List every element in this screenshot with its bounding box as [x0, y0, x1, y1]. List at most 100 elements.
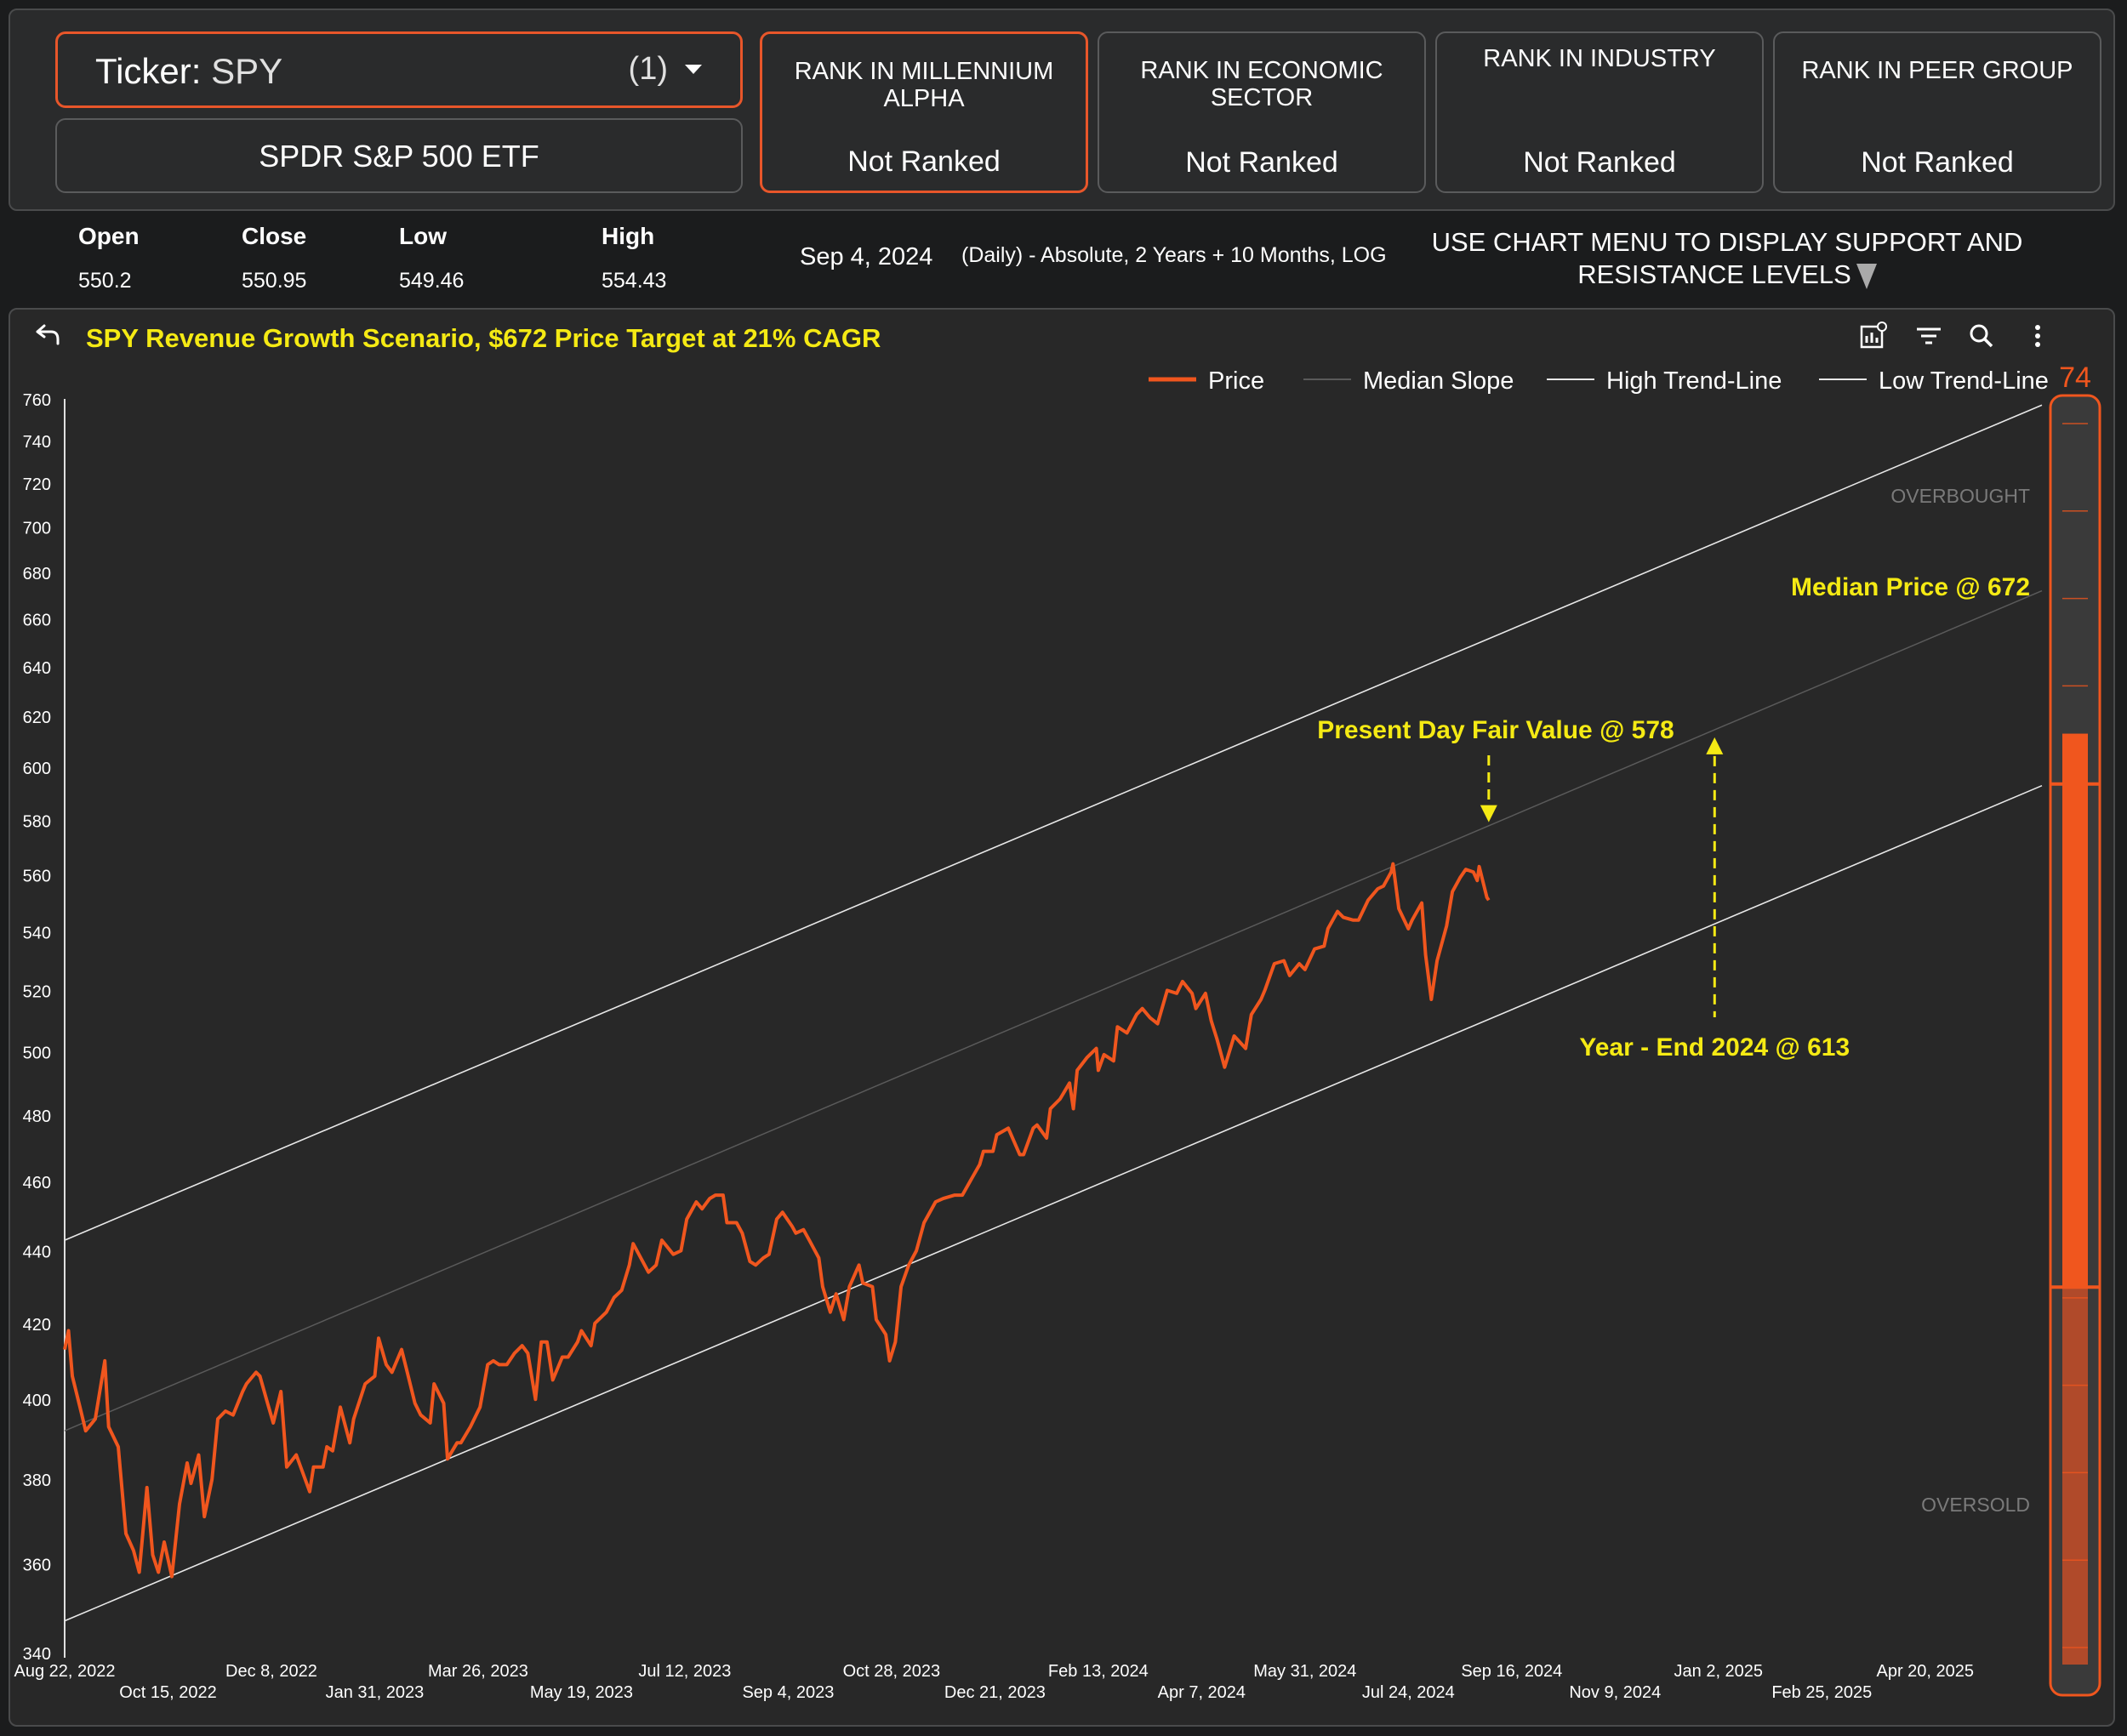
- x-tick-label: Apr 7, 2024: [1158, 1683, 1246, 1702]
- rsi-gauge-oversold-fill: [2062, 1287, 2088, 1665]
- y-tick-label: 580: [23, 812, 51, 831]
- legend-price-label: Price: [1208, 367, 1264, 395]
- x-tick-label: Oct 28, 2023: [843, 1662, 941, 1681]
- high-trend-line: [64, 404, 2043, 1241]
- legend-low-trend-line-label: Low Trend-Line: [1879, 367, 2049, 395]
- x-tick-label: May 19, 2023: [530, 1683, 633, 1702]
- y-tick-label: 360: [23, 1556, 51, 1574]
- x-tick-label: Mar 26, 2023: [428, 1662, 528, 1681]
- x-tick-label: Oct 15, 2022: [119, 1683, 217, 1702]
- y-tick-label: 500: [23, 1044, 51, 1062]
- y-tick-label: 340: [23, 1645, 51, 1664]
- y-tick-label: 660: [23, 612, 51, 630]
- ticker-label-text: Ticker:: [95, 51, 202, 91]
- chart-period-info: (Daily) - Absolute, 2 Years + 10 Months,…: [961, 243, 1387, 267]
- rank-economic-sector[interactable]: RANK IN ECONOMIC SECTOR Not Ranked: [1098, 31, 1426, 193]
- fair-value-annotation: Present Day Fair Value @ 578: [1317, 716, 1674, 744]
- rank-value: Not Ranked: [847, 145, 1001, 178]
- low-trend-line: [64, 784, 2043, 1622]
- y-tick-label: 440: [23, 1244, 51, 1262]
- x-tick-label: Feb 13, 2024: [1048, 1662, 1149, 1681]
- y-tick-label: 480: [23, 1107, 51, 1126]
- security-name-box: SPDR S&P 500 ETF: [55, 118, 743, 193]
- zoom-icon[interactable]: [1967, 322, 1996, 350]
- x-tick-label: May 31, 2024: [1253, 1662, 1356, 1681]
- year-end-annotation: Year - End 2024 @ 613: [1579, 1033, 1850, 1062]
- stat-label: High: [602, 223, 655, 249]
- chart-settings-icon[interactable]: [1859, 322, 1888, 350]
- support-note-text: USE CHART MENU TO DISPLAY SUPPORT AND RE…: [1431, 227, 2023, 289]
- x-tick-label: Jan 31, 2023: [326, 1683, 425, 1702]
- undo-icon[interactable]: [32, 323, 61, 349]
- median-price-annotation: Median Price @ 672: [1791, 573, 2030, 601]
- x-tick-label: Sep 16, 2024: [1461, 1662, 1562, 1681]
- stat-label: Open: [78, 223, 140, 249]
- y-tick-label: 560: [23, 868, 51, 886]
- stat-close: Close 550.95: [242, 223, 306, 293]
- legend-median-slope-label: Median Slope: [1363, 367, 1514, 395]
- y-tick-label: 400: [23, 1392, 51, 1410]
- stat-label: Close: [242, 223, 307, 249]
- stat-high: High 554.43: [602, 223, 666, 293]
- x-tick-label: Jul 12, 2023: [638, 1662, 731, 1681]
- filter-icon[interactable]: [1914, 322, 1943, 350]
- x-tick-label: Jul 24, 2024: [1362, 1683, 1455, 1702]
- x-tick-label: Jan 2, 2025: [1674, 1662, 1764, 1681]
- y-tick-label: 640: [23, 659, 51, 678]
- rsi-gauge-value: 74: [2059, 361, 2091, 394]
- y-tick-label: 620: [23, 709, 51, 727]
- x-tick-label: Apr 20, 2025: [1876, 1662, 1974, 1681]
- x-tick-label: Dec 8, 2022: [225, 1662, 317, 1681]
- rank-value: Not Ranked: [1523, 146, 1676, 179]
- x-tick-label: Sep 4, 2023: [742, 1683, 834, 1702]
- rank-title: RANK IN INDUSTRY: [1483, 45, 1716, 72]
- y-tick-label: 420: [23, 1316, 51, 1335]
- header-panel: Ticker: SPY (1) SPDR S&P 500 ETF RANK IN…: [9, 9, 2115, 211]
- rank-title: RANK IN ECONOMIC SECTOR: [1140, 57, 1383, 111]
- x-tick-label: Feb 25, 2025: [1771, 1683, 1872, 1702]
- rank-peer-group[interactable]: RANK IN PEER GROUP Not Ranked: [1773, 31, 2101, 193]
- support-resistance-note[interactable]: USE CHART MENU TO DISPLAY SUPPORT AND RE…: [1429, 226, 2025, 291]
- y-tick-label: 520: [23, 982, 51, 1001]
- y-tick-label: 680: [23, 565, 51, 583]
- oversold-label: OVERSOLD: [1921, 1494, 2030, 1516]
- fair-value-arrow-head: [1480, 805, 1497, 822]
- stat-label: Low: [399, 223, 447, 249]
- year-end-arrow-head: [1706, 737, 1724, 754]
- more-options-icon[interactable]: [2023, 322, 2052, 350]
- chart-date: Sep 4, 2024: [800, 243, 933, 270]
- caret-down-icon[interactable]: [1856, 263, 1877, 289]
- median-slope-line: [64, 589, 2043, 1431]
- stat-value: 554.43: [602, 269, 667, 293]
- stat-low: Low 549.46: [399, 223, 464, 293]
- stat-open: Open 550.2: [78, 223, 140, 293]
- x-tick-label: Dec 21, 2023: [944, 1683, 1046, 1702]
- rank-value: Not Ranked: [1185, 146, 1338, 179]
- rsi-gauge-fill: [2062, 733, 2088, 1288]
- ticker-label: Ticker: SPY: [95, 51, 282, 92]
- rank-title: RANK IN PEER GROUP: [1801, 57, 2073, 84]
- x-tick-label: Aug 22, 2022: [14, 1662, 116, 1681]
- y-tick-label: 540: [23, 924, 51, 942]
- ticker-value: SPY: [211, 51, 283, 91]
- ticker-count: (1): [628, 51, 668, 87]
- ticker-selector[interactable]: Ticker: SPY (1): [55, 31, 743, 108]
- y-tick-label: 720: [23, 475, 51, 494]
- stat-value: 550.95: [242, 269, 307, 293]
- security-name: SPDR S&P 500 ETF: [259, 139, 539, 174]
- chart-title: SPY Revenue Growth Scenario, $672 Price …: [86, 323, 881, 353]
- y-tick-label: 380: [23, 1471, 51, 1490]
- rank-millennium-alpha[interactable]: RANK IN MILLENNIUM ALPHA Not Ranked: [760, 31, 1088, 193]
- chart-panel: [9, 308, 2115, 1727]
- chevron-down-icon[interactable]: [685, 65, 702, 74]
- rank-title: RANK IN MILLENNIUM ALPHA: [794, 58, 1054, 112]
- overbought-label: OVERBOUGHT: [1890, 485, 2030, 507]
- y-tick-label: 760: [23, 391, 51, 410]
- price-line: [63, 862, 1491, 1579]
- y-tick-label: 460: [23, 1174, 51, 1192]
- y-tick-label: 600: [23, 760, 51, 778]
- y-tick-label: 700: [23, 520, 51, 538]
- rank-industry[interactable]: RANK IN INDUSTRY Not Ranked: [1435, 31, 1764, 193]
- legend-high-trend-line-label: High Trend-Line: [1606, 367, 1782, 395]
